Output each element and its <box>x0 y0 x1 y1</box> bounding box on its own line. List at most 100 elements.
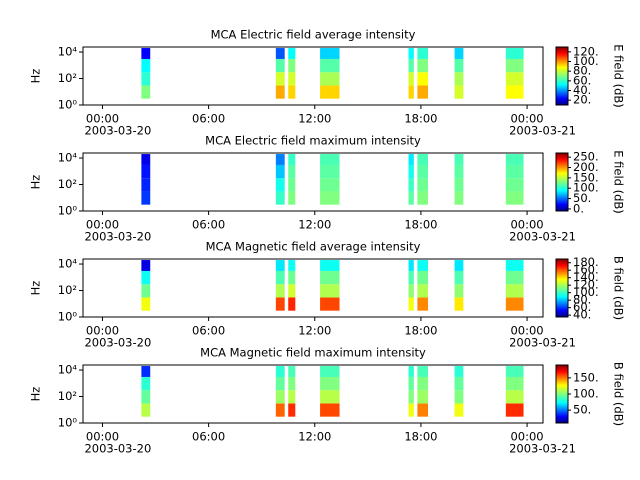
spectrogram-cell <box>505 58 524 73</box>
spectrogram-cell <box>454 390 464 404</box>
x-tick-label: 06:00 <box>192 324 225 338</box>
colorbar-tick-label: 100. <box>573 181 599 195</box>
y-tick-label: 10⁰ <box>58 98 78 112</box>
colorbar-tick-label: 40. <box>573 308 591 322</box>
y-tick-label: 10⁴ <box>58 151 78 165</box>
spectrogram-cell <box>320 297 340 311</box>
spectrogram-cell <box>288 178 296 192</box>
spectrogram-cell <box>141 284 151 298</box>
y-axis-label: Hz <box>29 69 43 84</box>
spectrogram-cell <box>505 154 524 165</box>
x-tick-label: 12:00 <box>298 324 331 338</box>
spectrogram-cell <box>141 164 151 179</box>
spectrogram-cell <box>275 270 285 285</box>
y-tick-label: 10⁴ <box>58 257 78 271</box>
colorbar-tick-label: 150. <box>573 370 599 384</box>
colorbar-tick-label: 100. <box>573 387 599 401</box>
colorbar-tick-label: 100. <box>573 54 599 68</box>
spectrogram-cell <box>417 85 428 99</box>
spectrogram-cell <box>454 58 464 73</box>
spectrogram-cell <box>417 390 428 404</box>
spectrogram-cell <box>141 390 151 404</box>
spectrogram-cell <box>275 366 285 377</box>
spectrogram-cell <box>454 297 464 311</box>
spectrogram-cell <box>505 164 524 179</box>
spectrogram-cell <box>454 154 464 165</box>
spectrogram-cell <box>454 164 464 179</box>
colorbar-tick-label: 120. <box>573 278 599 292</box>
spectrogram-cell <box>141 85 151 99</box>
spectrogram-cell <box>288 403 296 417</box>
colorbar-tick-label: 140. <box>573 270 599 284</box>
spectrogram-cell <box>141 260 151 271</box>
spectrogram-cell <box>408 191 414 205</box>
spectrogram-cell <box>505 48 524 59</box>
colorbar-tick-label: 60. <box>573 73 591 87</box>
spectrogram-cell <box>505 297 524 311</box>
spectrogram-cell <box>408 270 414 285</box>
spectrogram-cell <box>288 376 296 391</box>
spectrogram-cell <box>320 191 340 205</box>
spectrogram-cell <box>417 260 428 271</box>
colorbar <box>555 258 569 318</box>
colorbar-tick-label: 20. <box>573 93 591 107</box>
spectrogram-cell <box>454 366 464 377</box>
spectrogram-cell <box>288 390 296 404</box>
x-tick-label: 12:00 <box>298 430 331 444</box>
y-tick-label: 10⁰ <box>58 310 78 324</box>
spectrogram-cell <box>275 164 285 179</box>
x-tick-label: 00:00 <box>86 112 119 126</box>
spectrogram-cell <box>275 376 285 391</box>
spectrogram-cell <box>141 376 151 391</box>
spectrogram-cell <box>505 284 524 298</box>
colorbar-tick-label: 50. <box>573 403 591 417</box>
spectrogram-cell <box>454 48 464 59</box>
spectrogram-cell <box>454 270 464 285</box>
x-tick-label: 06:00 <box>192 112 225 126</box>
spectrogram-cell <box>275 48 285 59</box>
x-tick-date: 2003-03-20 <box>84 230 151 244</box>
x-tick-label: 00:00 <box>86 218 119 232</box>
spectrogram-cell <box>505 191 524 205</box>
y-tick-label: 10⁰ <box>58 416 78 430</box>
y-tick-label: 10⁰ <box>58 204 78 218</box>
spectrogram-cell <box>320 164 340 179</box>
y-axis-label: Hz <box>29 175 43 190</box>
spectrogram-cell <box>288 191 296 205</box>
spectrogram-cell <box>408 154 414 165</box>
axes-frame <box>82 46 544 106</box>
x-tick-label: 06:00 <box>192 430 225 444</box>
x-tick-label: 06:00 <box>192 218 225 232</box>
spectrogram-cell <box>320 376 340 391</box>
spectrogram-cell <box>417 403 428 417</box>
spectrogram-cell <box>275 284 285 298</box>
spectrogram-cell <box>275 260 285 271</box>
spectrogram-cell <box>320 260 340 271</box>
colorbar-tick-label: 80. <box>573 64 591 78</box>
spectrogram-cell <box>417 284 428 298</box>
spectrogram-cell <box>417 58 428 73</box>
spectrogram-cell <box>408 403 414 417</box>
x-tick-label: 00:00 <box>510 324 543 338</box>
spectrogram-cell <box>288 366 296 377</box>
spectrogram-cell <box>275 191 285 205</box>
spectrogram-cell <box>320 366 340 377</box>
spectrogram-cell <box>417 178 428 192</box>
spectrogram-cell <box>417 48 428 59</box>
axes-frame <box>82 152 544 212</box>
spectrogram-cell <box>320 403 340 417</box>
colorbar-tick-label: 0. <box>573 201 584 215</box>
spectrogram-cell <box>288 297 296 311</box>
spectrogram-cell <box>275 178 285 192</box>
x-tick-date: 2003-03-21 <box>509 124 576 138</box>
spectrogram-cell <box>408 284 414 298</box>
spectrogram-cell <box>288 270 296 285</box>
colorbar-label: B field (dB) <box>612 362 626 426</box>
spectrogram-cell <box>288 85 296 99</box>
colorbar-tick-label: 100. <box>573 285 599 299</box>
spectrogram-cell <box>417 191 428 205</box>
spectrogram-cell <box>141 178 151 192</box>
spectrogram-cell <box>288 284 296 298</box>
y-tick-label: 10² <box>58 389 77 403</box>
